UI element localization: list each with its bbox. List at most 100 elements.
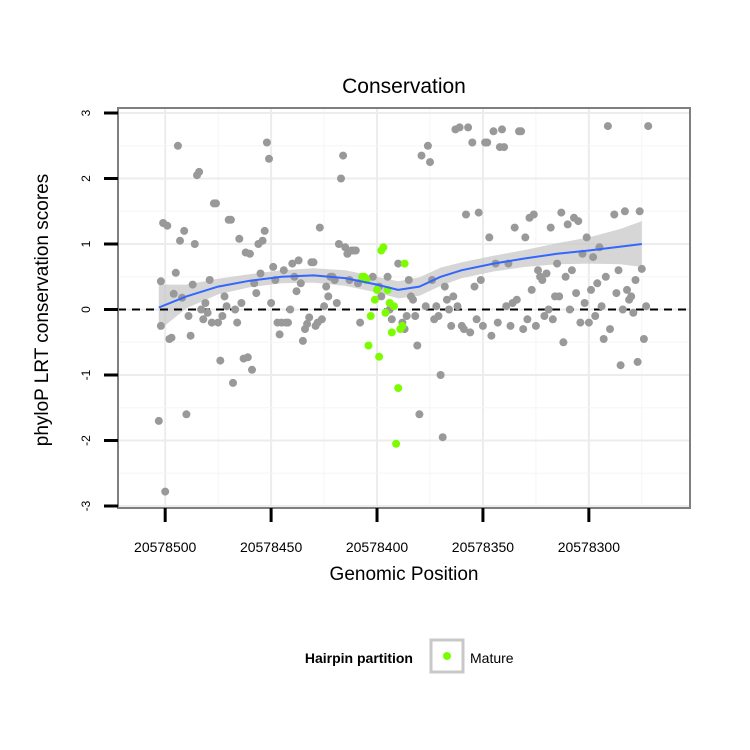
- point-default-190: [582, 233, 591, 242]
- point-default-161: [521, 233, 530, 242]
- point-default-187: [576, 318, 585, 327]
- y-tick-label-6: 3: [79, 109, 93, 116]
- y-tick-label-5: 2: [79, 175, 93, 182]
- point-default-8: [169, 289, 178, 298]
- point-default-141: [478, 321, 487, 330]
- point-default-171: [542, 269, 551, 278]
- points-mature-layer: [358, 243, 409, 448]
- point-default-159: [517, 127, 526, 136]
- point-default-14: [182, 410, 191, 419]
- point-default-167: [534, 266, 542, 275]
- point-default-111: [413, 341, 422, 350]
- point-default-218: [644, 122, 653, 131]
- y-tick-label-4: 1: [79, 240, 93, 247]
- point-default-182: [565, 305, 574, 314]
- point-default-202: [610, 210, 619, 219]
- point-default-178: [557, 208, 566, 217]
- point-default-64: [288, 259, 297, 268]
- point-default-119: [432, 302, 441, 311]
- point-mature-6: [373, 285, 381, 294]
- point-default-74: [309, 258, 318, 267]
- point-default-144: [485, 233, 494, 242]
- x-axis-label: Genomic Position: [330, 564, 479, 585]
- point-default-15: [184, 312, 193, 320]
- point-default-54: [267, 299, 276, 307]
- point-default-7: [167, 333, 176, 342]
- point-default-32: [220, 292, 229, 301]
- chart-title: Conservation: [342, 75, 466, 98]
- point-default-215: [637, 264, 646, 273]
- point-default-137: [470, 282, 479, 291]
- point-default-203: [612, 289, 621, 298]
- points-default-layer: [154, 122, 653, 496]
- point-default-145: [487, 331, 496, 340]
- y-tick-label-3: 0: [79, 306, 93, 313]
- point-default-99: [377, 292, 386, 301]
- point-default-177: [555, 292, 564, 301]
- point-mature-4: [366, 312, 375, 320]
- point-default-173: [546, 223, 555, 232]
- point-default-174: [548, 315, 557, 324]
- point-default-162: [523, 315, 532, 324]
- point-default-71: [303, 319, 312, 328]
- point-default-45: [248, 365, 256, 374]
- point-default-150: [498, 125, 506, 134]
- point-default-94: [351, 246, 360, 255]
- point-default-24: [203, 308, 212, 317]
- x-tick-label-3: 20578350: [452, 539, 515, 555]
- point-default-4: [161, 487, 170, 496]
- point-default-133: [462, 210, 470, 219]
- point-default-9: [171, 268, 180, 277]
- point-default-186: [574, 217, 583, 226]
- point-default-107: [404, 276, 413, 284]
- confidence-band-layer: [158, 221, 642, 331]
- point-default-58: [275, 330, 284, 339]
- point-default-136: [468, 138, 477, 147]
- point-default-86: [334, 240, 343, 248]
- y-axis-label: phyloP LRT conservation scores: [32, 174, 53, 447]
- point-default-113: [417, 151, 426, 160]
- point-default-130: [455, 123, 464, 132]
- point-default-23: [201, 299, 210, 307]
- point-default-191: [584, 318, 593, 327]
- point-default-127: [449, 292, 458, 301]
- point-mature-15: [392, 439, 401, 448]
- point-default-35: [226, 215, 235, 224]
- y-tick-label-1: -2: [79, 435, 93, 446]
- point-default-21: [197, 305, 206, 314]
- point-default-16: [186, 331, 195, 340]
- point-default-138: [472, 315, 481, 324]
- x-tick-label-4: 20578300: [558, 539, 621, 555]
- point-default-33: [222, 302, 231, 311]
- point-default-115: [423, 141, 432, 150]
- point-default-37: [231, 305, 240, 314]
- point-default-121: [436, 371, 445, 379]
- point-default-207: [620, 207, 629, 216]
- point-default-148: [493, 318, 502, 327]
- x-tick-label-1: 20578450: [240, 539, 303, 555]
- point-default-199: [601, 272, 610, 281]
- point-default-201: [606, 325, 614, 334]
- point-default-194: [591, 312, 600, 320]
- point-default-60: [279, 266, 288, 275]
- point-default-62: [284, 318, 292, 327]
- point-default-44: [245, 249, 254, 258]
- point-default-100: [383, 272, 392, 281]
- point-mature-5: [370, 295, 379, 304]
- point-default-165: [529, 210, 538, 219]
- point-default-103: [394, 259, 403, 268]
- point-default-216: [639, 335, 648, 343]
- point-default-211: [629, 308, 638, 317]
- point-default-198: [599, 335, 608, 343]
- point-default-106: [402, 312, 411, 320]
- point-default-69: [298, 336, 307, 345]
- confidence-band: [158, 221, 642, 331]
- legend-title: Hairpin partition: [305, 650, 413, 666]
- point-default-120: [434, 312, 443, 320]
- point-default-112: [415, 410, 424, 419]
- point-default-164: [527, 285, 536, 294]
- point-default-40: [237, 299, 246, 307]
- point-default-17: [188, 280, 197, 289]
- point-default-135: [466, 328, 475, 337]
- point-default-125: [445, 305, 453, 314]
